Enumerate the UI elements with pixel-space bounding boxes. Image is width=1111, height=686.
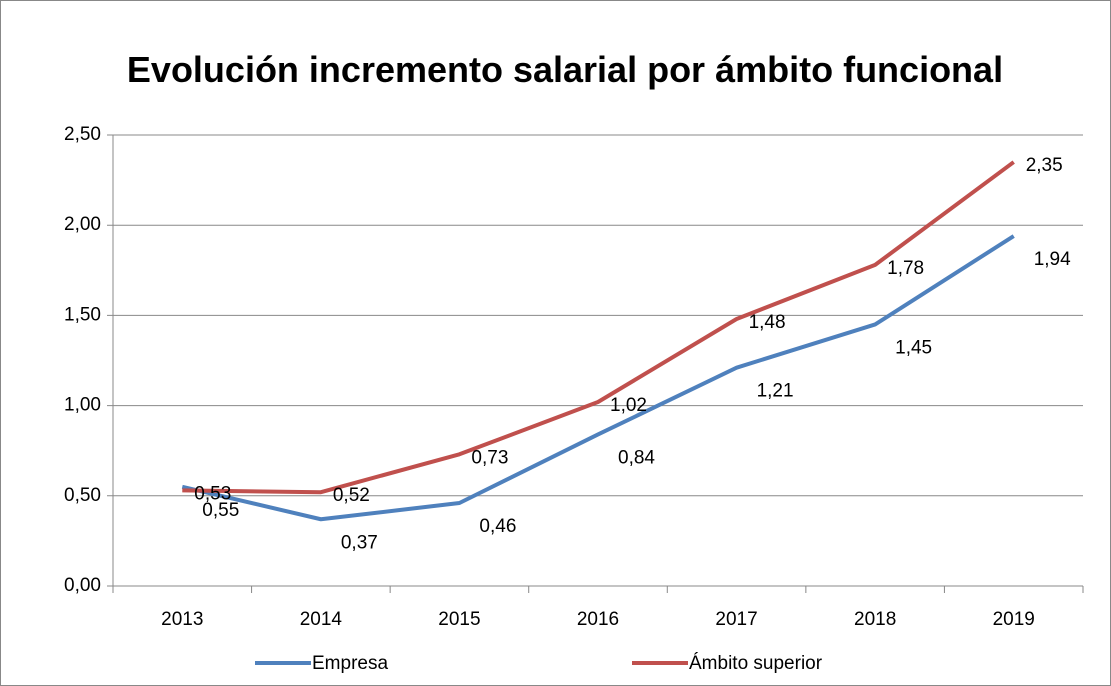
data-label: 0,37 — [341, 532, 378, 553]
data-label: 0,53 — [194, 483, 231, 504]
data-label: 0,52 — [333, 485, 370, 506]
x-tick-label: 2018 — [854, 609, 896, 630]
data-label: 0,46 — [479, 516, 516, 537]
data-label: 1,45 — [895, 337, 932, 358]
x-tick-label: 2017 — [715, 609, 757, 630]
data-label: 1,78 — [887, 258, 924, 279]
data-label: 0,73 — [471, 447, 508, 468]
data-label: 1,48 — [749, 312, 786, 333]
x-tick-label: 2019 — [993, 609, 1035, 630]
y-tick-label: 1,50 — [64, 304, 101, 325]
data-label: 1,02 — [610, 395, 647, 416]
y-tick-label: 1,00 — [64, 395, 101, 416]
series-line — [182, 160, 1015, 495]
y-tick-label: 2,00 — [64, 214, 101, 235]
x-tick-label: 2015 — [438, 609, 480, 630]
series-line — [181, 234, 1015, 522]
x-tick-label: 2014 — [300, 609, 343, 630]
legend-label: Empresa — [312, 653, 388, 674]
data-label: 2,35 — [1026, 155, 1063, 176]
y-tick-label: 2,50 — [64, 124, 101, 145]
data-label: 1,21 — [757, 381, 794, 402]
chart-title: Evolución incremento salarial por ámbito… — [126, 49, 1004, 90]
x-tick-label: 2013 — [161, 609, 203, 630]
data-label: 0,84 — [618, 447, 655, 468]
legend-label: Ámbito superior — [689, 653, 823, 674]
y-tick-label: 0,50 — [64, 485, 101, 506]
data-label: 0,55 — [202, 500, 239, 521]
data-label: 1,94 — [1034, 249, 1071, 270]
x-tick-label: 2016 — [577, 609, 619, 630]
y-tick-label: 0,00 — [64, 575, 101, 596]
